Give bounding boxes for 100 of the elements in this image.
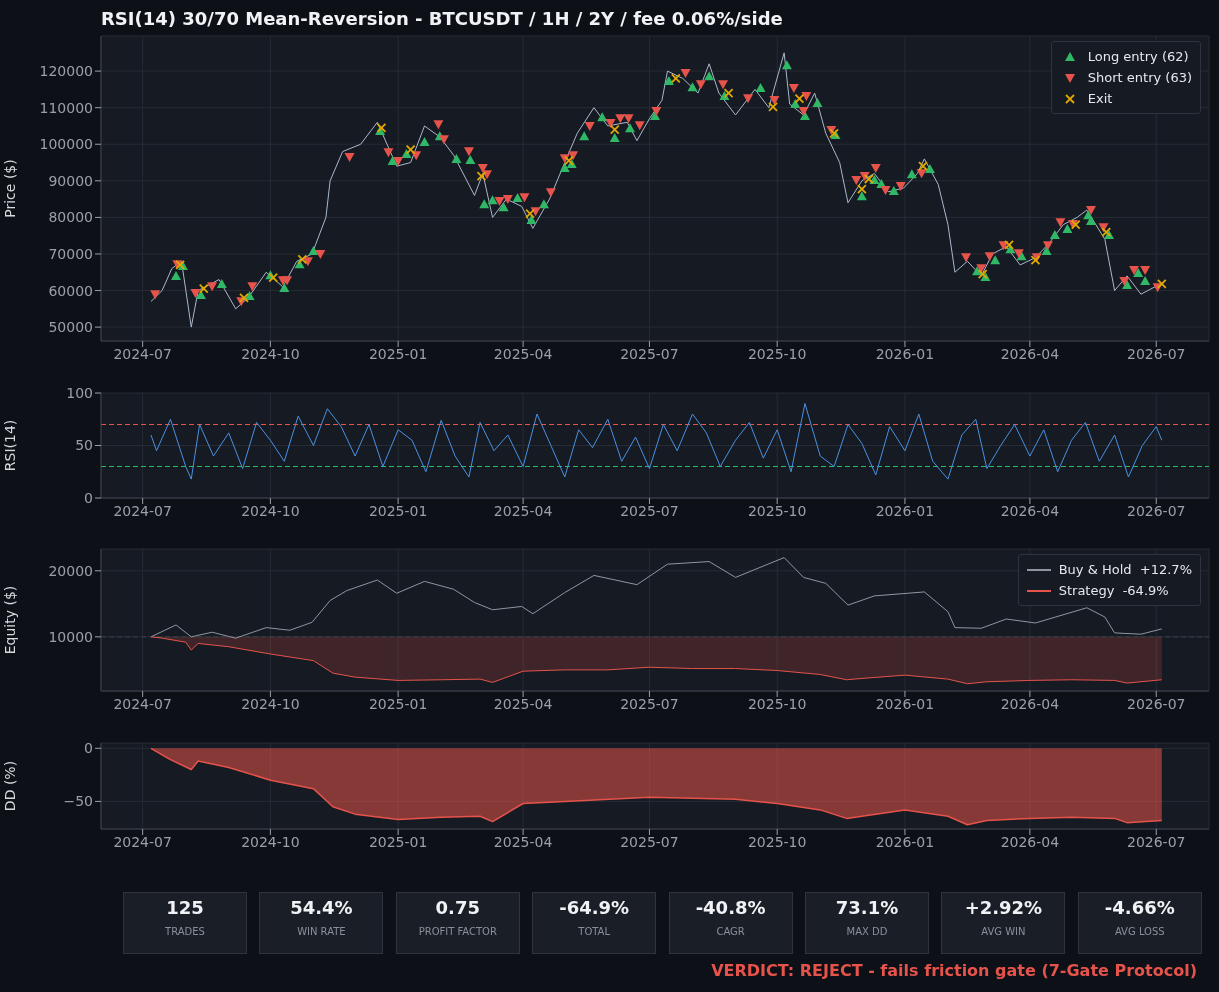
point (512, 193, 523, 203)
point (498, 202, 509, 212)
y-tick-label: −50 (63, 793, 93, 810)
x-tick-label: 2026-04 (1000, 833, 1060, 850)
y-tick-label: 50000 (48, 319, 93, 336)
x-tick-label: 2025-10 (747, 833, 807, 850)
x-tick-label: 2024-10 (241, 345, 300, 362)
point (579, 131, 590, 141)
point (170, 270, 181, 280)
legend-label: Buy & Hold +12.7% (1058, 562, 1192, 577)
x-tick-label: 2025-10 (747, 695, 807, 712)
point (663, 75, 674, 85)
x-tick-label: 2026-01 (875, 502, 935, 519)
text: +2.92% (964, 897, 1043, 918)
point (1156, 279, 1167, 289)
x-tick-label: 2025-01 (368, 695, 428, 712)
category-label: PROFIT FACTOR (417, 926, 498, 937)
legend-label: Exit (1087, 91, 1113, 106)
x-tick-label: 2024-07 (113, 695, 172, 712)
point (670, 73, 681, 84)
point (906, 169, 917, 179)
x-tick-label: 2024-10 (241, 695, 300, 712)
point (419, 137, 430, 147)
text: -4.66% (1104, 897, 1175, 918)
x-tick-label: 2025-07 (620, 833, 679, 850)
point (559, 163, 570, 173)
x-tick-label: 2026-07 (1126, 695, 1186, 712)
point (405, 144, 416, 155)
x-tick-label: 2025-10 (747, 502, 807, 519)
y-tick-label: 90000 (48, 172, 93, 189)
point (1133, 267, 1144, 277)
x-tick-label: 2025-10 (747, 345, 807, 362)
point (625, 123, 636, 133)
category-label: TOTAL (577, 926, 612, 937)
point (597, 112, 608, 122)
x-tick-label: 2026-07 (1126, 833, 1186, 850)
y-tick-label: 50 (75, 437, 93, 454)
point (755, 82, 766, 92)
point (216, 278, 227, 288)
point (609, 124, 620, 135)
category-label: AVG LOSS (1113, 926, 1166, 937)
point (799, 111, 810, 121)
text: 125 (166, 897, 204, 918)
point (451, 153, 462, 163)
point (1049, 229, 1060, 239)
x-tick-label: 2025-07 (620, 695, 679, 712)
y-tick-label: 60000 (48, 282, 93, 299)
point (297, 254, 308, 265)
point (990, 255, 1001, 265)
point (794, 93, 805, 104)
y-tick-label: 120000 (39, 63, 93, 80)
x-tick-label: 2025-04 (493, 345, 553, 362)
point (387, 156, 398, 166)
line-series (150, 403, 1163, 480)
x-tick-label: 2026-01 (875, 695, 935, 712)
text: 73.1% (835, 897, 899, 918)
y-tick-label: 110000 (39, 99, 93, 116)
category-label: TRADES (164, 926, 206, 937)
point (768, 102, 778, 112)
legend-label: Short entry (63) (1087, 70, 1192, 85)
x-tick-label: 2026-04 (1000, 695, 1060, 712)
text: 54.4% (290, 897, 353, 918)
point (1122, 280, 1133, 290)
y-tick-label: 80000 (48, 209, 93, 226)
legend-label: Long entry (62) (1087, 49, 1189, 64)
x-tick-label: 2026-04 (1000, 345, 1060, 362)
x-tick-label: 2025-07 (620, 345, 679, 362)
y-tick-label: 10000 (48, 628, 93, 645)
point (308, 246, 319, 256)
point (812, 97, 823, 107)
point (465, 154, 476, 164)
point (476, 171, 487, 181)
y-axis-title: DD (%) (1, 760, 18, 812)
y-axis-title: Price ($) (1, 159, 18, 218)
point (525, 208, 535, 219)
y-tick-label: 0 (84, 740, 93, 757)
category-label: MAX DD (845, 926, 889, 937)
point (719, 90, 730, 100)
point (1085, 216, 1096, 226)
point (687, 82, 698, 92)
point (1140, 276, 1151, 286)
y-tick-label: 100 (66, 384, 93, 401)
point (918, 161, 928, 172)
point (856, 184, 867, 195)
x-tick-label: 2025-04 (493, 695, 553, 712)
category-label: CAGR (715, 926, 746, 937)
x-tick-label: 2026-01 (875, 833, 935, 850)
x-tick-label: 2024-07 (113, 833, 172, 850)
y-tick-label: 100000 (39, 136, 93, 153)
point (856, 191, 867, 201)
x-tick-label: 2025-01 (368, 345, 428, 362)
point (538, 199, 549, 209)
point (198, 283, 209, 294)
x-tick-label: 2026-04 (1000, 502, 1060, 519)
category-label: WIN RATE (296, 926, 347, 937)
x-tick-label: 2025-04 (493, 833, 553, 850)
point (564, 155, 574, 166)
x-tick-label: 2024-10 (241, 833, 300, 850)
y-axis-title: Equity ($) (1, 585, 18, 655)
point (279, 282, 290, 292)
